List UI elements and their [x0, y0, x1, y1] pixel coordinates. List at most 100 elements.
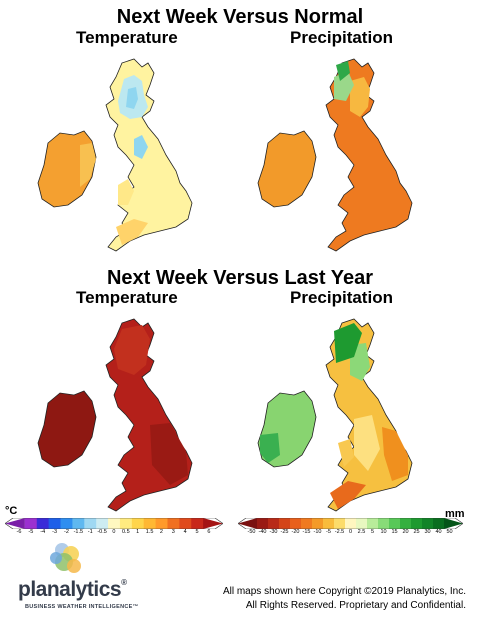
temperature-legend-swatch: [5, 518, 25, 529]
temperature-legend-tick-label: 1: [136, 529, 140, 535]
region-wales: [338, 439, 354, 467]
precipitation-legend-swatch: [345, 518, 357, 529]
section-title-normal: Next Week Versus Normal: [116, 6, 364, 28]
temperature-legend-swatch: [72, 518, 85, 529]
precipitation-legend-swatch: [356, 518, 368, 529]
temperature-legend-tick-label: -4: [40, 529, 46, 535]
precipitation-legend-tick-label: -50: [247, 529, 256, 535]
copyright-line-2: All Rights Reserved. Proprietary and Con…: [245, 600, 466, 611]
precipitation-legend-tick-label: -10: [313, 529, 322, 535]
temperature-legend-swatch: [36, 518, 50, 529]
brand-wordmark: planalytics: [18, 578, 122, 601]
temperature-legend-tick-label: -3: [52, 529, 57, 535]
precipitation-legend-swatch: [279, 518, 291, 529]
region-east-england: [382, 427, 408, 481]
precipitation-legend-tick-label: -25: [280, 529, 289, 535]
temperature-legend-swatch: [119, 518, 133, 529]
temperature-legend-swatch: [48, 518, 61, 529]
precipitation-legend-swatch: [238, 518, 257, 529]
temperature-legend-tick-label: 0: [112, 529, 116, 535]
precipitation-legend-swatch: [411, 518, 423, 529]
precipitation-legend-tick-label: -15: [302, 529, 311, 535]
temperature-legend-swatch: [24, 518, 38, 529]
temperature-legend-tick-label: -0.5: [97, 529, 107, 535]
precipitation-legend-tick-label: 50: [446, 529, 453, 535]
temperature-legend-tick-label: 6: [207, 529, 211, 535]
map-precipitation-vs-last-year: [250, 315, 440, 515]
temperature-legend-swatch: [167, 518, 180, 529]
planalytics-logo: [18, 540, 148, 615]
brand-name: planalytics®: [18, 578, 127, 602]
temperature-legend-tick-label: 5: [195, 529, 199, 535]
temperature-legend-tick-label: 0.5: [121, 529, 130, 535]
precipitation-legend-tick-label: -5: [326, 529, 331, 535]
map-label-precipitation-normal: Precipitation: [290, 28, 393, 47]
precipitation-legend-swatch: [378, 518, 390, 529]
precipitation-legend-swatch: [433, 518, 445, 529]
region-central-england: [354, 415, 380, 471]
region-north-england: [134, 135, 148, 159]
region-scotland-northwest: [336, 61, 350, 81]
brand-tagline: BUSINESS WEATHER INTELLIGENCE™: [25, 604, 139, 610]
temperature-legend-swatch: [179, 518, 192, 529]
temperature-legend-tick-label: 1.5: [145, 529, 154, 535]
precipitation-legend-tick-label: 25: [413, 529, 420, 535]
temperature-legend-swatch: [155, 518, 168, 529]
precipitation-legend-tick-label: -40: [258, 529, 267, 535]
precipitation-legend-swatch: [422, 518, 434, 529]
temperature-legend-swatch: [96, 518, 109, 529]
section-title-last-year: Next Week Versus Last Year: [106, 267, 374, 289]
precipitation-legend-tick-label: 0: [348, 529, 353, 535]
region-southwest: [116, 219, 148, 245]
region-ireland-east: [80, 143, 96, 187]
temperature-legend-swatch: [108, 518, 121, 529]
map-label-temperature-last-year: Temperature: [76, 288, 178, 307]
temperature-legend-ticks: -6 -5 -4 -3 -2 -1.5 -1 -0.5 0 0.5 1 1.5 2 3 4 5 6: [5, 529, 231, 535]
precipitation-legend-tick-label: -30: [269, 529, 278, 535]
region-scotland-west: [334, 323, 362, 363]
precipitation-legend-tick-label: 2.5: [357, 529, 366, 535]
precipitation-legend-tick-label: 15: [391, 529, 398, 535]
temperature-legend-swatch: [143, 518, 156, 529]
precipitation-legend-tick-label: 10: [380, 529, 387, 535]
precipitation-legend-tick-label: 30: [424, 529, 431, 535]
temperature-legend-tick-label: 2: [159, 529, 163, 535]
precipitation-legend-tick-label: 5: [370, 529, 375, 535]
precipitation-legend-swatch: [389, 518, 401, 529]
temperature-legend-tick-label: -1.5: [73, 529, 84, 535]
precipitation-legend-swatch: [323, 518, 335, 529]
planalytics-logo-mark: [50, 543, 81, 573]
copyright-line-1: All maps shown here Copyright ©2019 Plan…: [222, 586, 466, 597]
temperature-legend-tick-label: 4: [183, 529, 187, 535]
precipitation-legend-swatch: [257, 518, 269, 529]
temperature-legend-tick-label: -2: [63, 529, 69, 535]
temperature-legend-swatch: [131, 518, 145, 529]
precipitation-legend-swatch: [334, 518, 346, 529]
temperature-legend-tick-label: -5: [28, 529, 34, 535]
region-southwest: [330, 481, 366, 509]
temperature-legend-swatch: [203, 518, 223, 529]
region-scotland: [114, 325, 150, 375]
precipitation-legend-swatch: [312, 518, 324, 529]
region-ireland: [37, 390, 97, 468]
map-temperature-vs-normal: [30, 55, 220, 255]
precipitation-legend-ticks: -50 -40 -30 -25 -20 -15 -10 -5 -2.5 0 2.5 5 10 15 20 25…: [238, 529, 471, 535]
region-scotland-west: [334, 71, 354, 101]
temperature-legend-tick-label: -1: [87, 529, 93, 535]
precipitation-unit-label: mm: [445, 508, 465, 520]
temperature-unit-label: °C: [5, 505, 18, 517]
precipitation-legend-swatch: [444, 518, 463, 529]
temperature-color-legend: [4, 516, 224, 534]
temperature-legend-tick-label: 3: [171, 529, 175, 535]
temperature-legend-swatch: [84, 518, 97, 529]
map-label-temperature-normal: Temperature: [76, 28, 178, 47]
map-precipitation-vs-normal: [250, 55, 440, 255]
precipitation-legend-swatch: [301, 518, 313, 529]
region-great-britain: [325, 58, 413, 252]
precipitation-legend-swatch: [367, 518, 379, 529]
map-label-precipitation-last-year: Precipitation: [290, 288, 393, 307]
precipitation-legend-tick-label: -20: [291, 529, 300, 535]
temperature-legend-tick-label: -6: [16, 529, 22, 535]
precipitation-legend-swatch: [290, 518, 302, 529]
region-wales: [118, 179, 134, 205]
